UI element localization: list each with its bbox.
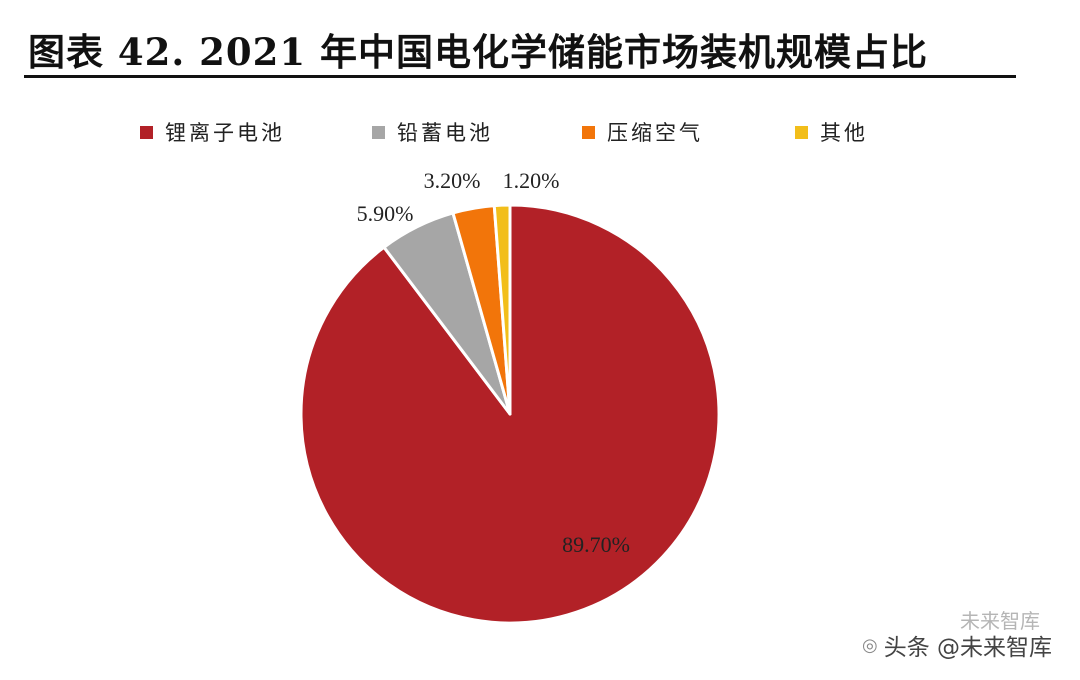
legend-item-other: 其他 (795, 117, 868, 147)
legend-label-compressed-air: 压缩空气 (607, 121, 703, 145)
legend-label-lithium: 锂离子电池 (165, 121, 285, 145)
chart-legend: 锂离子电池 铅蓄电池 压缩空气 其他 (140, 117, 940, 147)
legend-item-lead-acid: 铅蓄电池 (372, 117, 493, 147)
wechat-icon: ◎ (861, 634, 878, 656)
data-label-lead-acid: 5.90% (357, 201, 414, 226)
data-label-compressed-air: 3.20% (424, 168, 481, 193)
watermark-text: 头条 @未来智库 (883, 635, 1052, 661)
title-underline (24, 75, 1016, 78)
legend-swatch-other (795, 125, 808, 139)
data-label-other: 1.20% (503, 168, 560, 193)
legend-swatch-lithium (140, 125, 153, 139)
watermark: ◎ 头条 @未来智库 (862, 628, 1052, 662)
legend-item-compressed-air: 压缩空气 (582, 117, 703, 147)
slice-lithium (299, 203, 721, 625)
page-title: 图表 42. 2021 年中国电化学储能市场装机规模占比 (28, 30, 928, 74)
legend-label-other: 其他 (820, 121, 868, 145)
slice-other (492, 203, 512, 416)
legend-item-lithium: 锂离子电池 (140, 117, 285, 147)
legend-swatch-lead-acid (372, 125, 385, 139)
legend-label-lead-acid: 铅蓄电池 (397, 121, 493, 145)
data-label-lithium: 89.70% (562, 532, 630, 557)
watermark-subtext: 未来智库 (960, 609, 1040, 633)
legend-swatch-compressed-air (582, 125, 595, 139)
